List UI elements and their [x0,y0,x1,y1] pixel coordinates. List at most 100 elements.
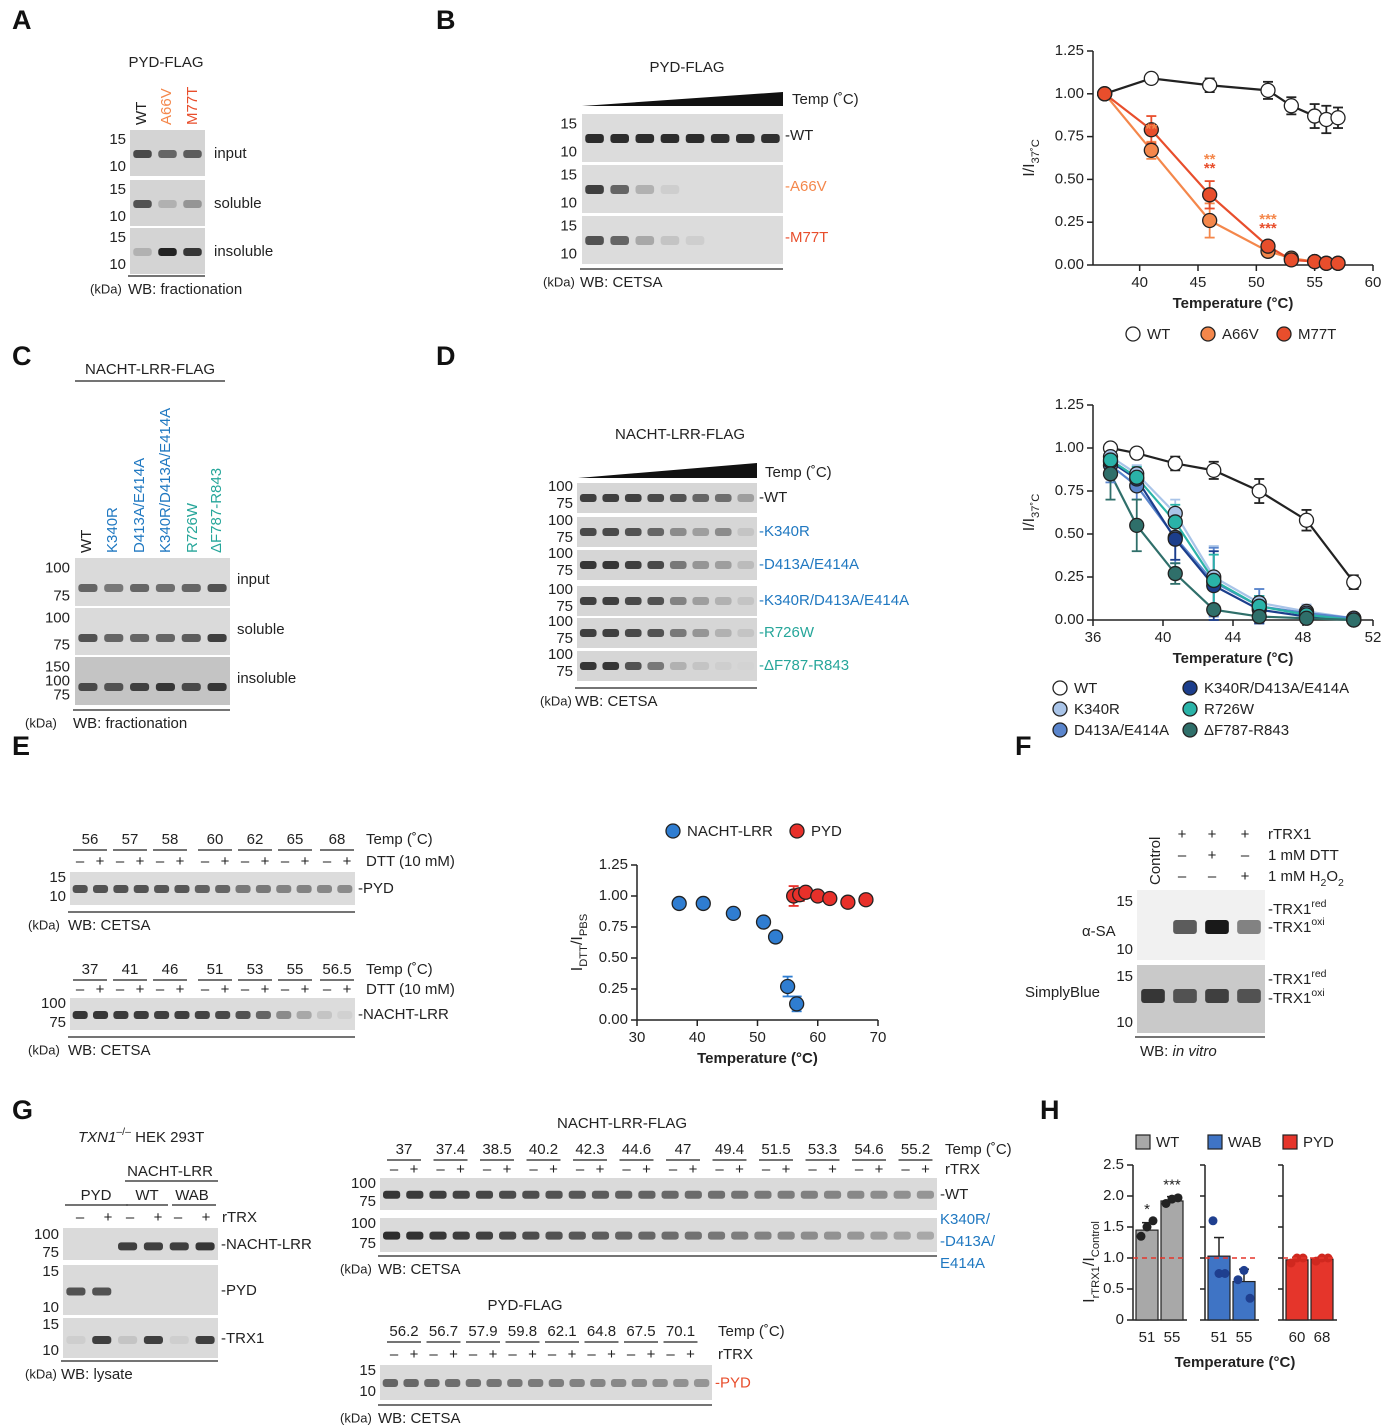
y-tick-label: 0.50 [599,949,628,966]
data-point [1298,610,1315,626]
x-tick-label: 40 [689,1029,706,1046]
band [93,885,109,893]
sign: – [436,1161,445,1178]
band [615,1231,633,1240]
band [93,1011,109,1019]
x-tick-label: 30 [629,1029,646,1046]
y-tick-label: 1.00 [599,887,628,904]
temperature-label: 59.8 [508,1323,537,1340]
band [486,1379,502,1387]
sign: – [174,1209,183,1226]
band [337,885,353,893]
band [684,1190,702,1199]
mw-label: 75 [53,587,70,604]
x-tick-label: 44 [1225,629,1242,646]
series-line [1103,93,1338,265]
band [316,885,332,893]
sign: + [549,1161,558,1178]
x-tick-label: 40 [1131,274,1148,291]
band [624,629,642,637]
band [1141,989,1165,1003]
row-label: -PYD [715,1374,751,1391]
text-part: TXN1 [78,1129,116,1146]
sign: + [176,853,185,870]
mw-label: 10 [359,1383,376,1400]
blot [380,1218,937,1252]
band [158,248,177,256]
mw-label: 15 [42,1316,59,1333]
mw-label: 75 [42,1244,59,1261]
legend-label: A66V [1222,326,1259,343]
unit-label: (kDa) [25,715,57,730]
legend-marker [1052,701,1068,717]
label: PYD-FLAG [649,59,724,76]
data-point [1251,483,1267,499]
band [194,885,210,893]
replicate-point [1233,1275,1243,1285]
data-point [779,978,796,995]
band [158,200,177,208]
band [406,1231,424,1240]
y-tick-label: 0.5 [1103,1280,1124,1297]
row-label: -D413A/ [940,1233,996,1250]
text-part: /I [1081,1257,1098,1266]
temperature-label: 53.3 [808,1141,837,1158]
band [133,150,152,158]
sign: + [136,853,145,870]
sign: + [607,1346,616,1363]
band [624,597,642,605]
band [714,494,732,502]
panel-letter: E [12,731,30,761]
mw-label: 15 [109,131,126,148]
y-tick-label: 0.00 [599,1011,628,1028]
x-axis-label: Temperature (°C) [1173,295,1294,312]
data-point [840,894,856,910]
band [66,1287,86,1296]
data-point [1143,122,1159,138]
sign: + [596,1161,605,1178]
row-label: -NACHT-LRR [358,1006,449,1023]
data-point [755,914,772,930]
label: Temp (˚C) [366,831,433,848]
band [602,662,620,670]
mw-label: 15 [1116,893,1133,910]
sign: + [96,981,105,998]
x-tick-label: 70 [870,1029,887,1046]
temperature-label: 49.4 [715,1141,744,1158]
band [685,134,705,143]
data-point [1202,212,1218,229]
temperature-label: 37 [396,1141,413,1158]
unit-label: (kDa) [28,1042,60,1057]
text-part: in vitro [1173,1043,1217,1060]
sign: – [469,1346,478,1363]
band [235,1011,251,1019]
footer-label: WB: in vitro [1140,1043,1217,1060]
band [215,1011,231,1019]
band [610,134,629,143]
row-label: -ΔF787-R843 [759,657,849,674]
x-tick-label: 68 [1314,1329,1331,1346]
temperature-label: 55 [287,961,304,978]
condition-label: 1 mM H2O2 [1268,868,1344,889]
group-label: NACHT-LRR [127,1163,213,1180]
band [585,185,604,194]
replicate-point [1208,1216,1218,1226]
row-label: soluble [237,621,285,638]
band [444,1379,461,1387]
sign: + [503,1161,512,1178]
mw-label: 75 [49,1014,66,1031]
label: Temp (˚C) [765,464,832,481]
band [207,634,227,642]
sign: + [1208,826,1217,843]
band [207,584,227,592]
sign: – [156,853,165,870]
band [692,629,710,637]
text-part: red [1311,968,1326,980]
band [591,1231,610,1240]
band [761,134,780,143]
sign: – [390,1346,399,1363]
band [130,634,150,642]
mw-label: 15 [359,1362,376,1379]
legend-marker [1125,326,1141,342]
y-tick-label: 0.50 [1055,170,1084,187]
